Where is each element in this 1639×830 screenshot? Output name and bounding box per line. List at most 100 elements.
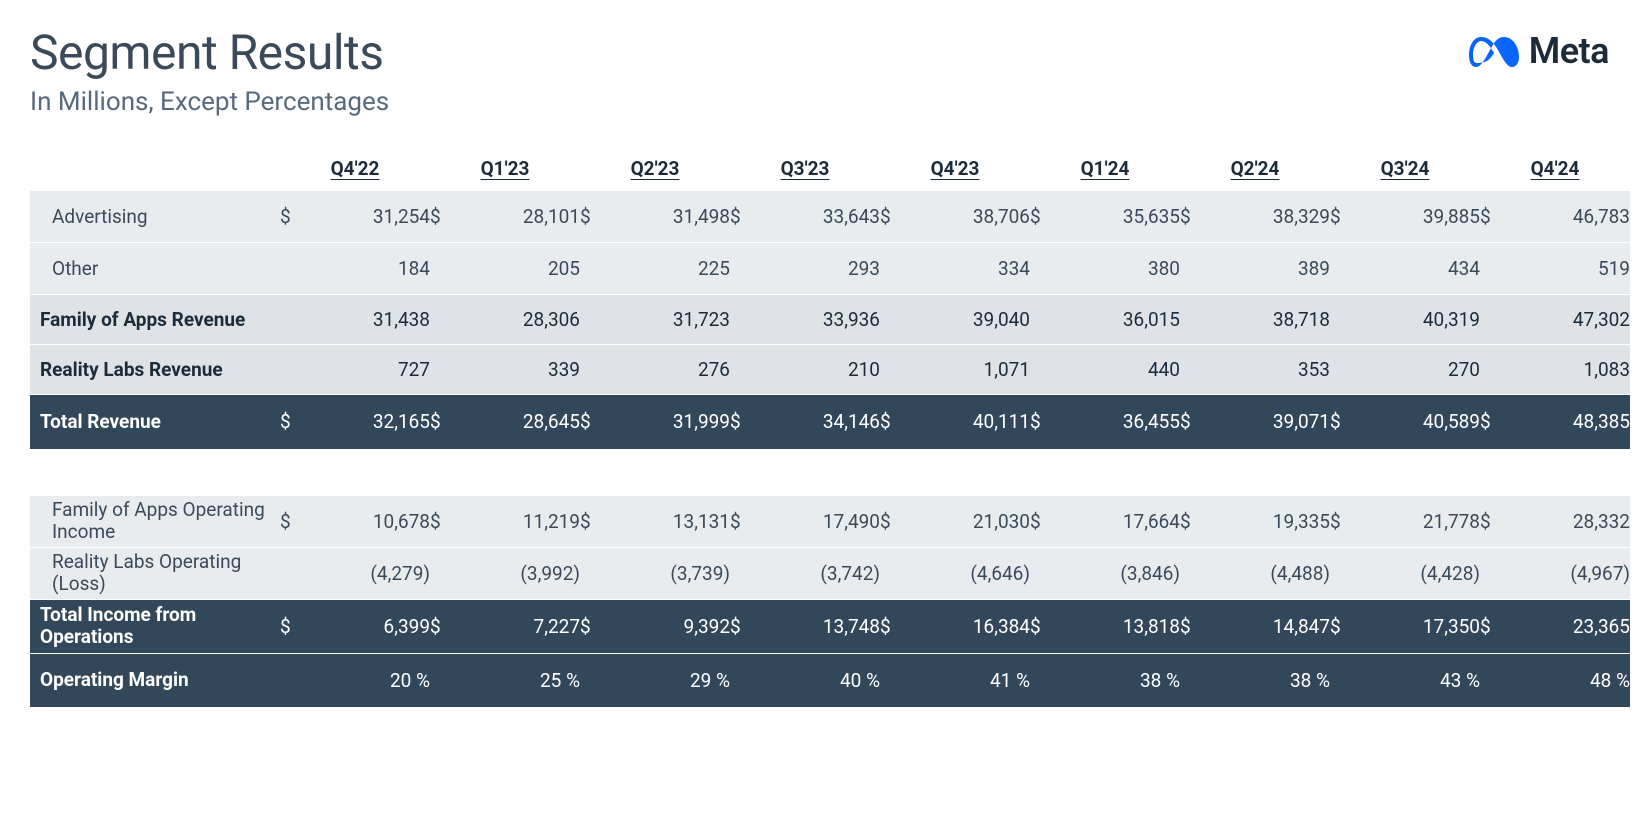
currency-sign: $: [730, 599, 752, 653]
cell-value: (4,488): [1202, 547, 1330, 599]
currency-sign: [1480, 243, 1502, 295]
currency-sign: [730, 295, 752, 345]
cell-value: 48,385: [1502, 395, 1630, 449]
currency-sign: [580, 547, 602, 599]
currency-sign: [430, 243, 452, 295]
table-body-revenue: Advertising$31,254$28,101$31,498$33,643$…: [30, 191, 1630, 449]
currency-sign: [430, 345, 452, 395]
currency-sign: [280, 295, 302, 345]
tables-wrap: Q4'22Q1'23Q2'23Q3'23Q4'23Q1'24Q2'24Q3'24…: [30, 147, 1609, 707]
currency-sign: $: [1480, 191, 1502, 243]
currency-sign: $: [880, 599, 902, 653]
currency-sign: [730, 243, 752, 295]
currency-sign: $: [880, 395, 902, 449]
currency-sign: $: [580, 191, 602, 243]
cell-value: 17,350: [1352, 599, 1480, 653]
cell-value: (4,279): [302, 547, 430, 599]
row-label: Advertising: [30, 191, 280, 243]
currency-sign: $: [1030, 191, 1052, 243]
currency-sign: [1480, 653, 1502, 707]
column-header-label: Q3'24: [1381, 157, 1430, 180]
table-row: Reality Labs Operating (Loss)(4,279)(3,9…: [30, 547, 1630, 599]
currency-sign: $: [430, 191, 452, 243]
column-header-label: Q3'23: [781, 157, 830, 180]
header-row: Segment Results In Millions, Except Perc…: [30, 24, 1609, 117]
cell-value: 38,329: [1202, 191, 1330, 243]
currency-sign: $: [1030, 395, 1052, 449]
cell-value: 276: [602, 345, 730, 395]
currency-sign: [1030, 547, 1052, 599]
currency-sign: [1330, 653, 1352, 707]
cell-value: 225: [602, 243, 730, 295]
cell-value: 1,071: [902, 345, 1030, 395]
currency-sign: [730, 345, 752, 395]
cell-value: 13,748: [752, 599, 880, 653]
currency-sign: [1480, 295, 1502, 345]
currency-sign: [1030, 345, 1052, 395]
row-label: Other: [30, 243, 280, 295]
cell-value: 36,455: [1052, 395, 1180, 449]
currency-sign: $: [1180, 191, 1202, 243]
cell-value: (4,646): [902, 547, 1030, 599]
currency-sign: [1030, 243, 1052, 295]
currency-sign: $: [1480, 495, 1502, 547]
currency-sign: [580, 243, 602, 295]
column-header: Q1'23: [430, 147, 580, 191]
currency-sign: [880, 653, 902, 707]
cell-value: 28,645: [452, 395, 580, 449]
table-head: Q4'22Q1'23Q2'23Q3'23Q4'23Q1'24Q2'24Q3'24…: [30, 147, 1630, 191]
cell-value: 40,319: [1352, 295, 1480, 345]
cell-value: (3,739): [602, 547, 730, 599]
cell-value: 47,302: [1502, 295, 1630, 345]
column-header-label: Q4'22: [331, 157, 380, 180]
currency-sign: [430, 547, 452, 599]
currency-sign: [280, 547, 302, 599]
cell-value: 380: [1052, 243, 1180, 295]
currency-sign: [1180, 243, 1202, 295]
cell-value: 23,365: [1502, 599, 1630, 653]
column-header-label: Q1'23: [481, 157, 530, 180]
cell-value: 35,635: [1052, 191, 1180, 243]
cell-value: 389: [1202, 243, 1330, 295]
currency-sign: $: [730, 395, 752, 449]
cell-value: (3,742): [752, 547, 880, 599]
cell-value: (4,967): [1502, 547, 1630, 599]
currency-sign: [880, 295, 902, 345]
column-header-label: Q4'23: [931, 157, 980, 180]
currency-sign: $: [1330, 395, 1352, 449]
row-label: Total Revenue: [30, 395, 280, 449]
cell-value: 28,306: [452, 295, 580, 345]
currency-sign: $: [580, 599, 602, 653]
currency-sign: [280, 653, 302, 707]
cell-value: 434: [1352, 243, 1480, 295]
meta-logo-icon: [1467, 33, 1521, 69]
cell-value: 11,219: [452, 495, 580, 547]
cell-value: 43 %: [1352, 653, 1480, 707]
currency-sign: [1180, 295, 1202, 345]
row-label: Operating Margin: [30, 653, 280, 707]
cell-value: 17,490: [752, 495, 880, 547]
cell-value: 38 %: [1052, 653, 1180, 707]
currency-sign: $: [280, 395, 302, 449]
currency-sign: $: [280, 495, 302, 547]
column-header: Q4'22: [280, 147, 430, 191]
table-row: Family of Apps Operating Income$10,678$1…: [30, 495, 1630, 547]
column-header: Q2'24: [1180, 147, 1330, 191]
currency-sign: [880, 243, 902, 295]
currency-sign: [430, 653, 452, 707]
currency-sign: $: [280, 599, 302, 653]
column-header: Q3'23: [730, 147, 880, 191]
cell-value: (3,992): [452, 547, 580, 599]
column-header: Q4'23: [880, 147, 1030, 191]
revenue-table: Q4'22Q1'23Q2'23Q3'23Q4'23Q1'24Q2'24Q3'24…: [30, 147, 1630, 449]
currency-sign: [430, 295, 452, 345]
currency-sign: [580, 653, 602, 707]
cell-value: 38,706: [902, 191, 1030, 243]
cell-value: 38,718: [1202, 295, 1330, 345]
cell-value: 21,778: [1352, 495, 1480, 547]
column-header-blank: [30, 147, 280, 191]
cell-value: 46,783: [1502, 191, 1630, 243]
meta-logo: Meta: [1467, 30, 1609, 72]
cell-value: 14,847: [1202, 599, 1330, 653]
cell-value: 40 %: [752, 653, 880, 707]
